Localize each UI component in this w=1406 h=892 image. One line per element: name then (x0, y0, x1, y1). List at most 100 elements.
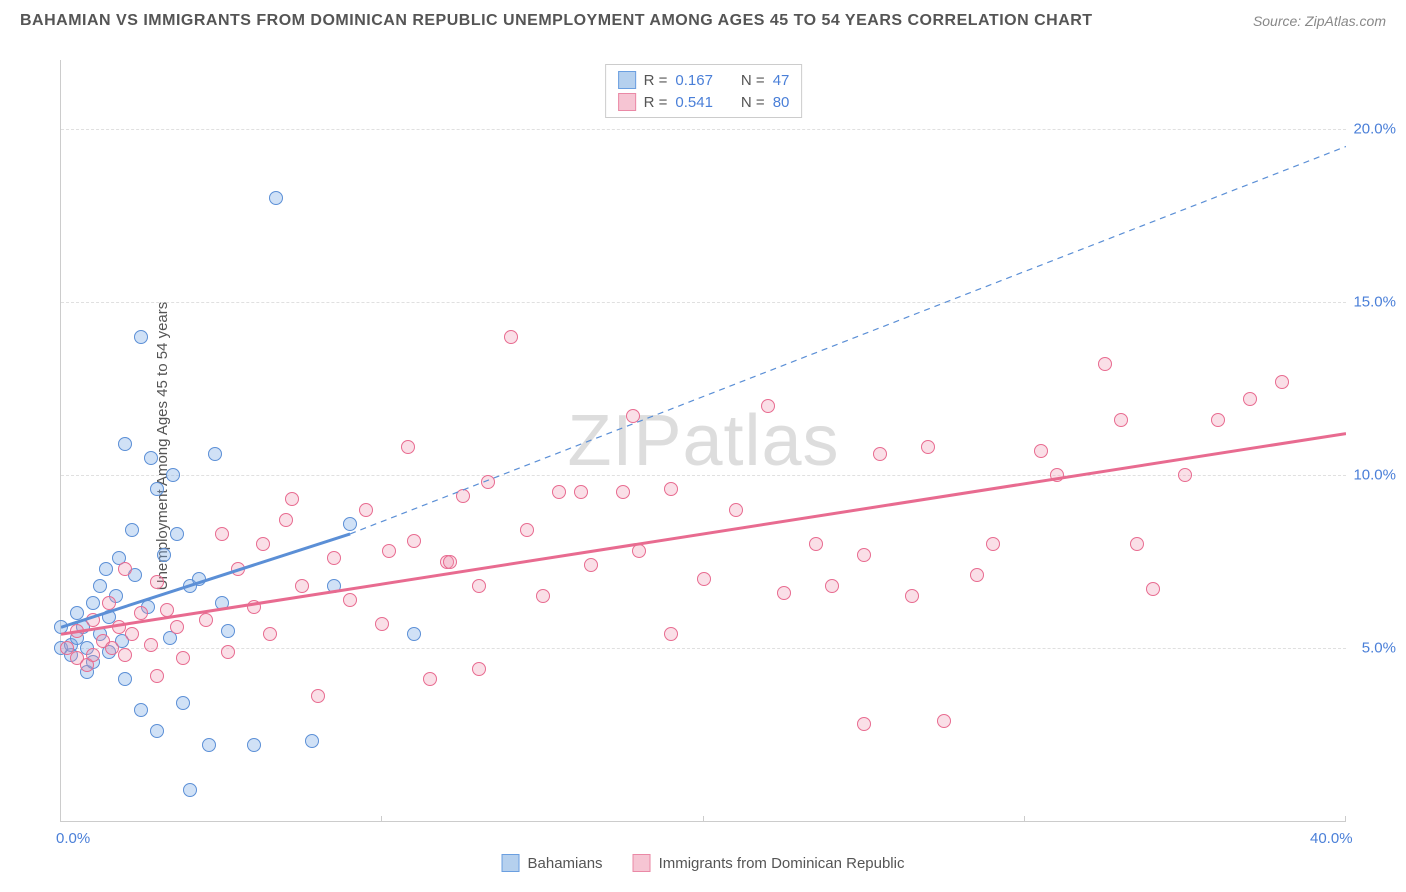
data-point-dominican (247, 600, 261, 614)
data-point-bahamians (166, 468, 180, 482)
data-point-dominican (144, 638, 158, 652)
data-point-bahamians (247, 738, 261, 752)
data-point-bahamians (150, 482, 164, 496)
data-point-dominican (176, 651, 190, 665)
data-point-bahamians (208, 447, 222, 461)
data-point-dominican (279, 513, 293, 527)
data-point-bahamians (343, 517, 357, 531)
data-point-dominican (536, 589, 550, 603)
data-point-bahamians (144, 451, 158, 465)
data-point-dominican (375, 617, 389, 631)
data-point-bahamians (202, 738, 216, 752)
legend-label-dominican: Immigrants from Dominican Republic (659, 855, 905, 872)
data-point-bahamians (86, 596, 100, 610)
x-tick-label: 40.0% (1310, 830, 1353, 847)
data-point-dominican (134, 606, 148, 620)
data-point-dominican (857, 548, 871, 562)
data-point-dominican (761, 399, 775, 413)
data-point-bahamians (150, 724, 164, 738)
data-point-dominican (285, 492, 299, 506)
data-point-dominican (1243, 392, 1257, 406)
data-point-bahamians (118, 437, 132, 451)
legend-swatch-bahamians (618, 71, 636, 89)
data-point-bahamians (157, 548, 171, 562)
chart-plot-area: ZIPatlas R = 0.167 N = 47 R = 0.541 N = … (60, 60, 1346, 822)
data-point-dominican (616, 485, 630, 499)
data-point-dominican (231, 562, 245, 576)
data-point-dominican (1034, 444, 1048, 458)
r-value-bahamians: 0.167 (675, 72, 713, 89)
legend-swatch-icon (633, 854, 651, 872)
data-point-dominican (777, 586, 791, 600)
data-point-bahamians (93, 579, 107, 593)
legend-label-bahamians: Bahamians (528, 855, 603, 872)
data-point-dominican (105, 641, 119, 655)
data-point-dominican (256, 537, 270, 551)
source-label: Source: ZipAtlas.com (1253, 13, 1386, 29)
legend-swatch-dominican (618, 93, 636, 111)
legend-row-bahamians: R = 0.167 N = 47 (618, 69, 790, 91)
legend-swatch-icon (502, 854, 520, 872)
data-point-dominican (295, 579, 309, 593)
data-point-bahamians (70, 606, 84, 620)
data-point-dominican (481, 475, 495, 489)
data-point-dominican (359, 503, 373, 517)
data-point-dominican (664, 482, 678, 496)
data-point-dominican (584, 558, 598, 572)
y-tick-label: 5.0% (1362, 640, 1396, 657)
y-tick-label: 15.0% (1353, 294, 1396, 311)
data-point-bahamians (215, 596, 229, 610)
data-point-dominican (125, 627, 139, 641)
data-point-dominican (632, 544, 646, 558)
data-point-dominican (937, 714, 951, 728)
data-point-dominican (1130, 537, 1144, 551)
data-point-dominican (343, 593, 357, 607)
data-point-bahamians (183, 783, 197, 797)
data-point-dominican (1114, 413, 1128, 427)
data-point-dominican (199, 613, 213, 627)
data-point-dominican (1050, 468, 1064, 482)
data-point-dominican (263, 627, 277, 641)
data-point-dominican (150, 575, 164, 589)
correlation-legend: R = 0.167 N = 47 R = 0.541 N = 80 (605, 64, 803, 118)
data-point-bahamians (99, 562, 113, 576)
y-tick-label: 10.0% (1353, 467, 1396, 484)
data-point-dominican (825, 579, 839, 593)
data-point-dominican (857, 717, 871, 731)
data-point-bahamians (170, 527, 184, 541)
data-point-dominican (520, 523, 534, 537)
data-point-dominican (401, 440, 415, 454)
data-point-dominican (311, 689, 325, 703)
r-label: R = (644, 94, 668, 111)
data-point-bahamians (305, 734, 319, 748)
data-point-dominican (905, 589, 919, 603)
legend-item-bahamians: Bahamians (502, 854, 603, 872)
r-value-dominican: 0.541 (675, 94, 713, 111)
data-point-dominican (221, 645, 235, 659)
data-point-dominican (150, 669, 164, 683)
data-point-dominican (86, 613, 100, 627)
data-point-dominican (112, 620, 126, 634)
y-tick-label: 20.0% (1353, 121, 1396, 138)
data-point-dominican (574, 485, 588, 499)
data-point-dominican (472, 579, 486, 593)
n-value-dominican: 80 (773, 94, 790, 111)
data-point-dominican (1211, 413, 1225, 427)
data-point-dominican (697, 572, 711, 586)
data-point-bahamians (125, 523, 139, 537)
legend-row-dominican: R = 0.541 N = 80 (618, 91, 790, 113)
data-point-dominican (970, 568, 984, 582)
data-point-dominican (1146, 582, 1160, 596)
data-point-bahamians (54, 620, 68, 634)
data-point-dominican (382, 544, 396, 558)
data-point-dominican (729, 503, 743, 517)
data-point-dominican (921, 440, 935, 454)
data-point-dominican (70, 624, 84, 638)
data-point-dominican (1275, 375, 1289, 389)
data-point-bahamians (327, 579, 341, 593)
data-point-dominican (160, 603, 174, 617)
data-point-dominican (626, 409, 640, 423)
n-value-bahamians: 47 (773, 72, 790, 89)
data-point-dominican (86, 648, 100, 662)
data-point-dominican (552, 485, 566, 499)
